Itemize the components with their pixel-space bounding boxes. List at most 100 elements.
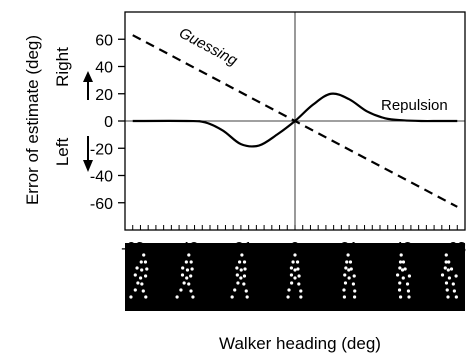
walker-dot <box>242 274 247 278</box>
walker-dot <box>407 274 412 278</box>
series-label-repulsion: Repulsion <box>381 97 448 114</box>
walker-dot <box>406 289 411 293</box>
walker-dot <box>133 273 137 277</box>
walker-dot <box>451 282 455 286</box>
series-label-guessing: Guessing <box>176 25 241 70</box>
walker-dot <box>185 268 190 272</box>
walker-dot <box>133 288 137 292</box>
walker-dot <box>138 276 143 280</box>
walker-dot <box>343 281 348 285</box>
walker-dot <box>452 289 456 293</box>
walker-dot <box>346 253 350 257</box>
walker-dot <box>245 295 249 299</box>
walker-dot <box>447 260 451 264</box>
walker-dot <box>352 274 356 278</box>
walker-dot <box>296 267 300 271</box>
walker-dot <box>287 288 291 292</box>
walker-dot <box>297 282 301 286</box>
walker-dot <box>233 288 237 292</box>
walker-dot <box>140 282 144 286</box>
walker-dot <box>352 295 357 299</box>
walker-dot <box>405 282 410 286</box>
walker-dot <box>189 260 193 264</box>
walker-dot <box>293 268 297 272</box>
walker-dot <box>142 253 146 257</box>
walker-dot <box>141 289 145 293</box>
walker-dot <box>293 276 297 280</box>
walker-dot <box>289 266 294 270</box>
walker-dot <box>403 267 407 271</box>
walker-dot <box>175 295 179 299</box>
walker-dot <box>240 253 244 257</box>
y-tick-label: 0 <box>104 114 113 131</box>
y-tick-label: -40 <box>90 169 113 186</box>
walker-dot <box>235 273 239 277</box>
y-tick-label: -20 <box>90 141 113 158</box>
walker-dot <box>347 268 351 272</box>
walker-dot <box>239 276 243 280</box>
walker-dot <box>351 282 356 286</box>
walker-dot <box>342 288 346 292</box>
walker-dot <box>343 273 347 277</box>
walker-dot <box>398 295 403 299</box>
walker-dot <box>189 289 193 293</box>
walker-dot <box>295 260 300 264</box>
walker-dot <box>181 266 185 270</box>
walker-dot <box>143 260 148 264</box>
up-arrow-icon <box>83 71 93 100</box>
walker-dot <box>139 260 143 264</box>
walker-dot <box>144 274 148 278</box>
walker-dot <box>299 289 303 293</box>
walker-dot <box>342 295 347 299</box>
left-direction-label: Left <box>53 138 72 167</box>
walker-dot <box>187 253 191 257</box>
walker-dot <box>344 266 348 270</box>
walker-dot <box>286 295 290 299</box>
walker-dot <box>454 295 458 299</box>
walker-dot <box>348 260 353 264</box>
walker-figure <box>286 253 303 299</box>
walker-dot <box>135 266 139 270</box>
walker-figure <box>230 253 249 299</box>
walker-dot <box>242 282 246 286</box>
walker-dot <box>398 281 402 285</box>
walker-dot <box>184 260 188 264</box>
walker-dot <box>401 260 406 264</box>
walker-dot <box>242 260 247 264</box>
walker-dot <box>454 274 458 278</box>
walker-dot <box>230 295 234 299</box>
walker-dot <box>140 268 144 272</box>
walker-dot <box>447 276 452 280</box>
walker-dot <box>187 282 191 286</box>
walker-dot <box>182 281 186 285</box>
walker-dot <box>445 288 449 292</box>
walker-strip <box>125 243 465 311</box>
walker-dot <box>136 281 140 285</box>
walker-dot <box>397 288 402 292</box>
x-axis-label: Walker heading (deg) <box>219 334 381 353</box>
walker-dot <box>236 281 240 285</box>
walker-dot <box>144 295 148 299</box>
walker-dot <box>398 266 402 270</box>
right-direction-label: Right <box>53 47 72 87</box>
walker-dot <box>191 295 195 299</box>
walker-dot <box>291 260 295 264</box>
walker-figure <box>129 253 149 299</box>
walker-dot <box>449 267 454 271</box>
walker-dot <box>444 253 448 257</box>
walker-dot <box>299 295 303 299</box>
walker-dot <box>345 260 349 264</box>
series-line-repulsion <box>132 92 458 148</box>
walker-dot <box>353 289 357 293</box>
walker-figure <box>175 253 195 299</box>
walker-dot <box>446 295 450 299</box>
walker-dot <box>400 268 405 272</box>
walker-dot <box>446 268 450 272</box>
walker-dot <box>398 260 403 264</box>
walker-figure <box>342 253 357 299</box>
walker-dot <box>401 276 405 280</box>
y-tick-label: 40 <box>95 60 113 77</box>
walker-dot <box>444 260 448 264</box>
walker-dot <box>399 253 403 257</box>
walker-dot <box>179 288 183 292</box>
